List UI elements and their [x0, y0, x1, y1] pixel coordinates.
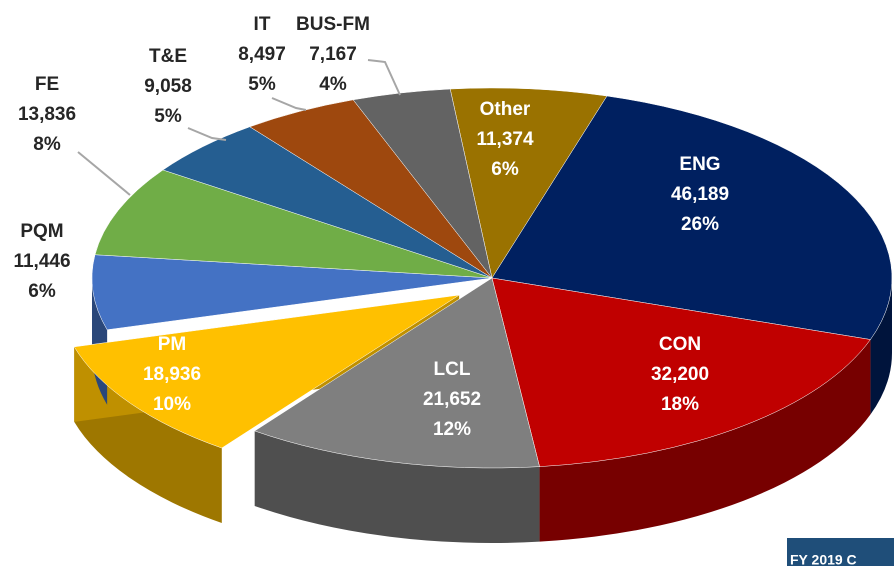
- value-label: 8,497: [238, 44, 286, 65]
- footer-box: [787, 538, 894, 566]
- value-label: 11,374: [476, 129, 533, 150]
- percent-label: 4%: [319, 74, 347, 95]
- slice: [73, 294, 460, 449]
- category-label: CON: [659, 334, 701, 355]
- slice-side: [254, 430, 540, 543]
- slice: [449, 87, 608, 279]
- value-label: 9,058: [144, 76, 192, 97]
- value-label: 7,167: [309, 44, 357, 65]
- value-label: 18,936: [143, 364, 201, 385]
- category-label: FE: [35, 74, 59, 95]
- percent-label: 18%: [661, 394, 699, 415]
- slice: [352, 88, 493, 279]
- percent-label: 12%: [433, 419, 471, 440]
- value-label: 32,200: [651, 364, 709, 385]
- leader-line: [271, 97, 307, 111]
- value-label: 13,836: [18, 104, 76, 125]
- slice: [94, 169, 493, 279]
- footer-text: FY 2019 C: [790, 552, 857, 566]
- slice-side: [539, 339, 871, 542]
- category-label: IT: [254, 14, 271, 35]
- percent-label: 5%: [154, 106, 182, 127]
- category-label: Other: [480, 99, 531, 120]
- percent-label: 6%: [28, 281, 56, 302]
- leader-line: [77, 151, 131, 196]
- category-label: T&E: [149, 46, 187, 67]
- value-label: 46,189: [671, 184, 729, 205]
- percent-label: 5%: [248, 74, 276, 95]
- category-label: BUS-FM: [296, 14, 370, 35]
- percent-label: 6%: [491, 159, 519, 180]
- category-label: ENG: [679, 154, 720, 175]
- category-label: PQM: [20, 221, 63, 242]
- slice: [91, 254, 493, 331]
- category-label: PM: [158, 334, 187, 355]
- leader-line: [187, 127, 227, 141]
- percent-label: 10%: [153, 394, 191, 415]
- percent-label: 8%: [33, 134, 61, 155]
- category-label: LCL: [434, 359, 471, 380]
- slice: [491, 277, 871, 467]
- slice: [254, 277, 540, 469]
- value-label: 11,446: [13, 251, 70, 272]
- slice: [491, 95, 893, 340]
- value-label: 21,652: [423, 389, 481, 410]
- percent-label: 26%: [681, 214, 719, 235]
- leader-line: [367, 59, 401, 96]
- slice-side: [870, 278, 892, 415]
